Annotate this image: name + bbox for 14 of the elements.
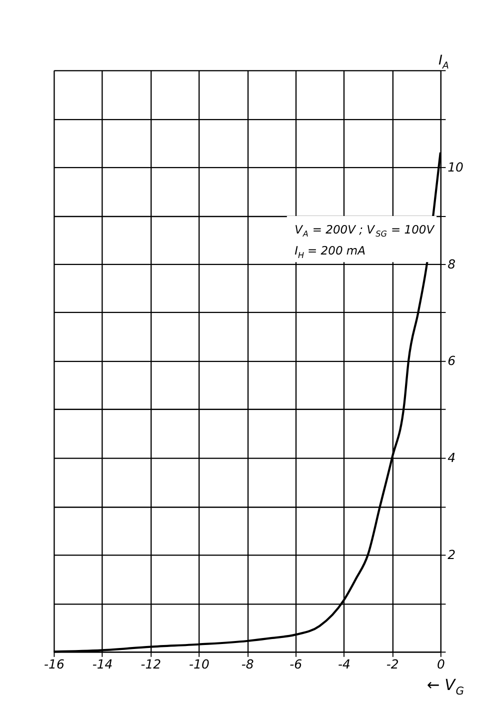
y-tick-label: 2 [448, 547, 456, 562]
x-tick-label: -10 [189, 656, 210, 672]
y-tick-label: 10 [448, 159, 464, 174]
x-tick-label: -6 [290, 656, 302, 672]
x-tick-label: -2 [386, 656, 399, 672]
y-tick-label: 4 [448, 450, 456, 466]
x-tick-label: -14 [92, 656, 113, 672]
y-tick-label: 6 [448, 353, 456, 368]
x-tick-label: -12 [140, 656, 162, 672]
y-tick-label: 8 [448, 256, 456, 272]
x-tick-label: -8 [241, 656, 254, 672]
x-tick-label: 0 [436, 656, 445, 672]
x-tick-label: -4 [338, 656, 351, 672]
x-tick-label: -16 [44, 656, 64, 672]
